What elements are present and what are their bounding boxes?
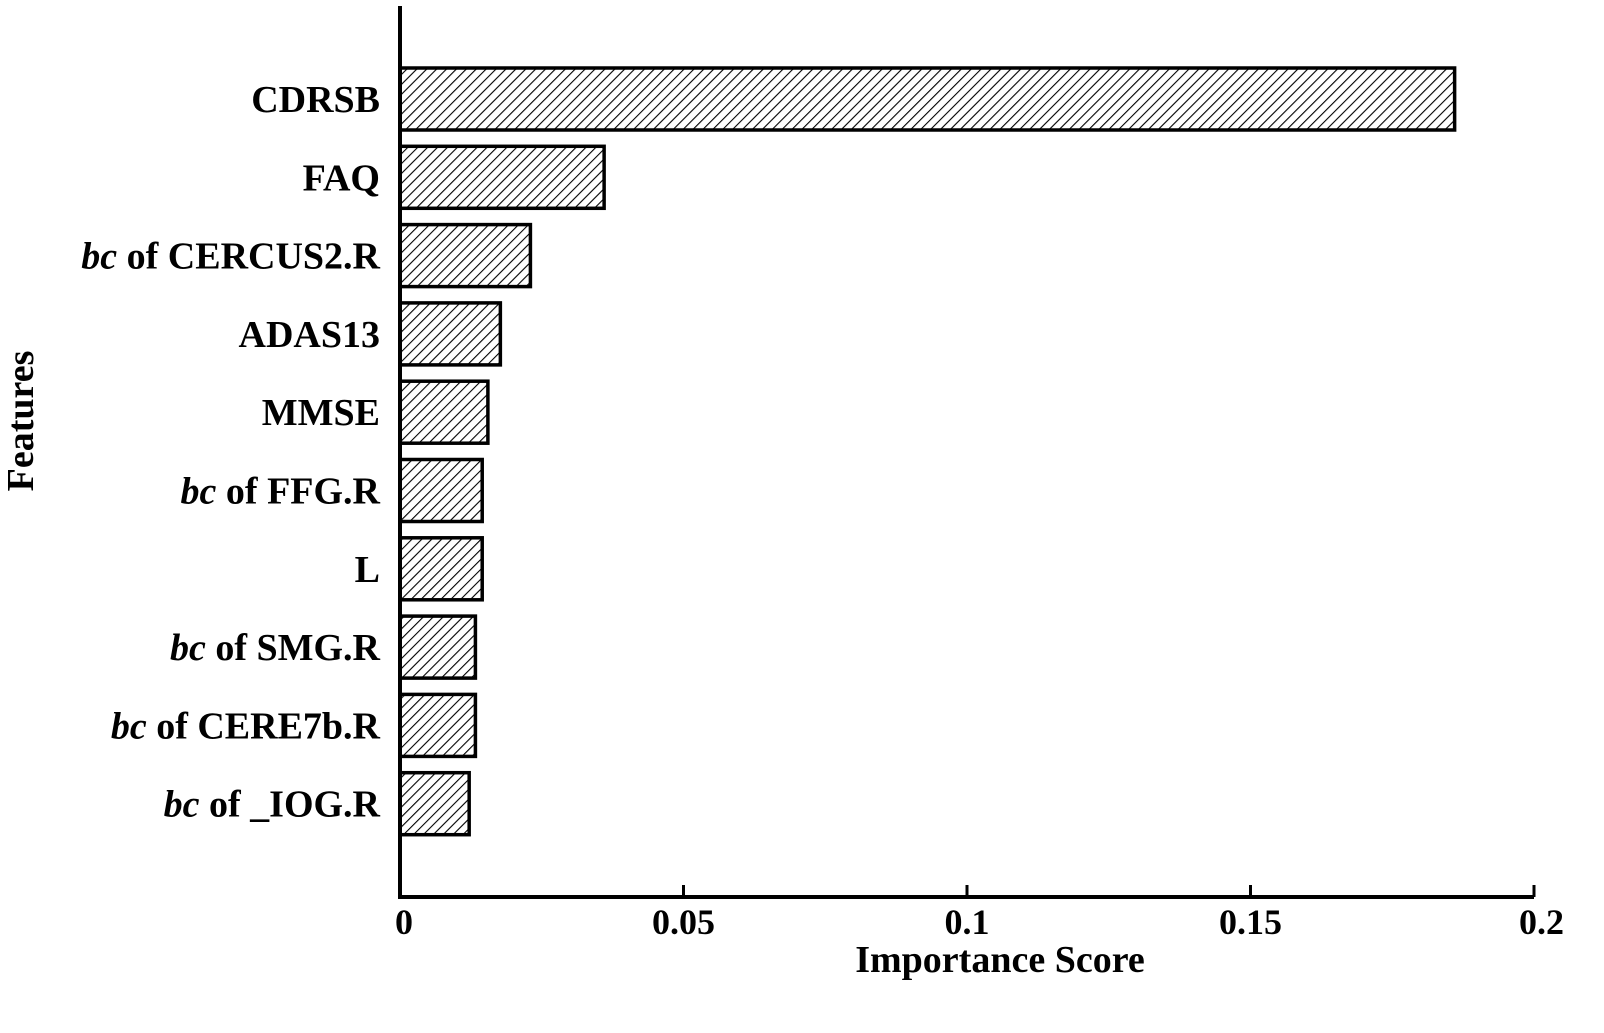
bar-8 [398, 692, 478, 759]
feature-label-prefix: bc [111, 705, 147, 747]
feature-label-prefix: bc [81, 236, 117, 278]
feature-label-name: of CERCUS2.R [117, 236, 380, 278]
bar-3 [398, 301, 503, 367]
axes [398, 6, 1534, 899]
feature-label-2: bc of CERCUS2.R [81, 236, 380, 278]
bar-2 [398, 222, 533, 289]
y-axis-title: Features [0, 351, 42, 492]
feature-labels: CDRSB FAQ bc of CERCUS2.R ADAS13 MMSE bc of F… [81, 79, 380, 826]
x-tick-label-1: 0.05 [652, 902, 715, 942]
feature-label-name: of FFG.R [216, 471, 380, 513]
feature-label-9: bc of _IOG.R [164, 784, 381, 826]
feature-label-name: L [355, 549, 380, 591]
feature-label-name: CDRSB [251, 79, 380, 121]
feature-label-0: CDRSB [251, 79, 380, 121]
feature-label-3: ADAS13 [239, 314, 380, 356]
bar-9 [398, 770, 471, 837]
feature-label-prefix: bc [164, 784, 200, 826]
x-tick-label-4: 0.2 [1519, 902, 1564, 942]
feature-label-name: of SMG.R [206, 627, 381, 669]
x-tick-label-2: 0.1 [945, 902, 990, 942]
feature-label-7: bc of SMG.R [170, 627, 381, 669]
bar-5 [398, 457, 484, 524]
x-tick-label-0: 0 [395, 902, 413, 942]
bar-7 [398, 614, 478, 680]
x-tick-label-3: 0.15 [1219, 902, 1282, 942]
bars-layer [398, 66, 1457, 837]
feature-label-1: FAQ [303, 157, 380, 199]
feature-label-6: L [355, 549, 380, 591]
feature-label-name: ADAS13 [239, 314, 380, 356]
feature-label-prefix: bc [181, 471, 217, 513]
x-axis-title: Importance Score [855, 939, 1145, 981]
feature-label-4: MMSE [262, 392, 380, 434]
feature-label-name: of CERE7b.R [147, 705, 381, 747]
feature-label-name: FAQ [303, 157, 380, 199]
bar-6 [398, 536, 484, 602]
bar-4 [398, 379, 490, 445]
feature-label-5: bc of FFG.R [181, 471, 381, 513]
feature-label-prefix: bc [170, 627, 206, 669]
feature-label-name: of _IOG.R [200, 784, 381, 826]
feature-label-8: bc of CERE7b.R [111, 705, 381, 747]
bar-0 [398, 66, 1457, 132]
feature-label-name: MMSE [262, 392, 380, 434]
x-ticks: 0 0.05 0.1 0.15 0.2 [395, 885, 1564, 942]
bar-1 [398, 144, 606, 211]
